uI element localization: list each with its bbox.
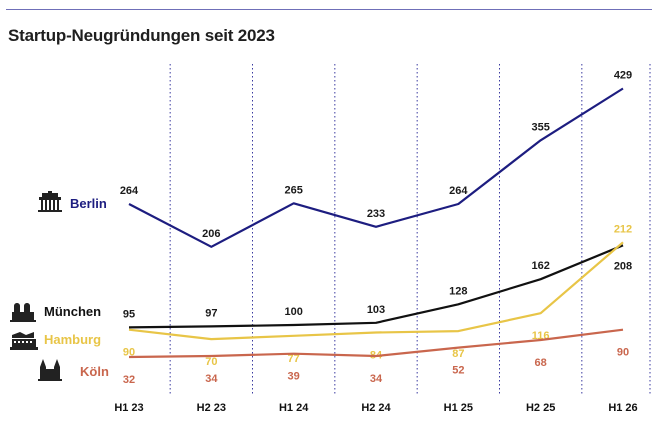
data-label-muenchen: 100: [284, 306, 302, 318]
data-label-muenchen: 103: [367, 304, 385, 316]
data-label-berlin: 429: [614, 70, 632, 82]
data-label-koeln: 34: [370, 373, 383, 385]
data-label-berlin: 264: [449, 185, 468, 197]
x-tick-label: H1 24: [279, 402, 309, 414]
chart-title: Startup-Neugründungen seit 2023: [8, 26, 275, 45]
data-label-muenchen: 128: [449, 285, 467, 297]
series-line-koeln: [128, 328, 624, 359]
x-tick-label: H1 25: [444, 402, 473, 414]
data-label-hamburg: 77: [288, 353, 300, 365]
data-label-berlin: 265: [284, 184, 302, 196]
data-label-hamburg: 90: [123, 347, 135, 359]
series-label-muenchen: München: [44, 304, 101, 319]
cologne-cathedral-icon: [38, 359, 62, 381]
data-label-muenchen: 208: [614, 260, 632, 272]
data-label-koeln: 32: [123, 374, 135, 386]
data-label-hamburg: 70: [205, 356, 217, 368]
data-label-koeln: 52: [452, 365, 464, 377]
data-label-muenchen: 97: [205, 307, 217, 319]
x-tick-label: H2 24: [361, 402, 391, 414]
series-label-koeln: Köln: [80, 364, 109, 379]
data-label-berlin: 233: [367, 208, 385, 220]
series-line-berlin: [128, 87, 624, 248]
data-label-berlin: 264: [120, 185, 139, 197]
series-label-berlin: Berlin: [70, 196, 107, 211]
x-tick-label: H2 23: [197, 402, 226, 414]
data-label-koeln: 39: [288, 371, 300, 383]
brandenburg-gate-icon: [38, 191, 62, 212]
x-tick-label: H1 23: [114, 402, 143, 414]
series-line-hamburg: [128, 241, 624, 341]
x-tick-label: H1 26: [608, 402, 637, 414]
data-label-muenchen: 95: [123, 308, 135, 320]
data-label-berlin: 355: [531, 121, 549, 133]
top-rule: [6, 9, 652, 10]
series-label-hamburg: Hamburg: [44, 332, 101, 347]
data-label-hamburg: 87: [452, 348, 464, 360]
data-label-muenchen: 162: [531, 260, 549, 272]
frauenkirche-icon: [10, 303, 36, 322]
data-label-hamburg: 212: [614, 223, 632, 235]
elbphilharmonie-icon: [10, 332, 38, 350]
data-label-koeln: 90: [617, 347, 629, 359]
data-label-berlin: 206: [202, 228, 220, 240]
series-line-muenchen: [128, 244, 624, 329]
x-tick-label: H2 25: [526, 402, 555, 414]
data-label-koeln: 68: [535, 357, 547, 369]
data-label-koeln: 34: [205, 373, 218, 385]
